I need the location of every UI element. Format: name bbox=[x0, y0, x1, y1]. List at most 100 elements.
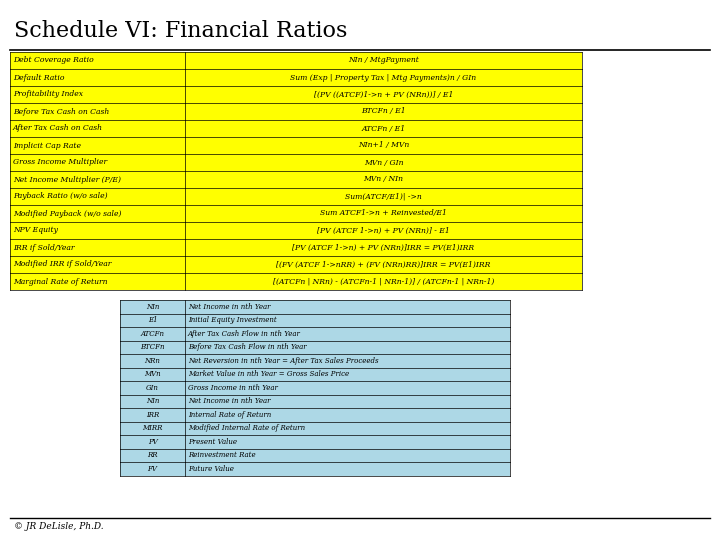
Text: Net Income in nth Year: Net Income in nth Year bbox=[188, 397, 271, 405]
Text: GIn: GIn bbox=[146, 384, 159, 392]
Text: MVn / NIn: MVn / NIn bbox=[364, 176, 403, 184]
Bar bbox=[185, 222, 582, 239]
Bar bbox=[10, 171, 185, 188]
Bar bbox=[10, 222, 185, 239]
Bar bbox=[185, 120, 582, 137]
Text: FV: FV bbox=[148, 465, 158, 472]
Bar bbox=[120, 462, 185, 476]
Bar bbox=[185, 354, 510, 368]
Text: Default Ratio: Default Ratio bbox=[13, 73, 65, 82]
Text: Internal Rate of Return: Internal Rate of Return bbox=[188, 411, 271, 418]
Bar bbox=[120, 435, 185, 449]
Bar bbox=[120, 368, 185, 381]
Bar bbox=[120, 449, 185, 462]
Bar bbox=[120, 341, 185, 354]
Bar bbox=[185, 103, 582, 120]
Text: Present Value: Present Value bbox=[188, 438, 237, 446]
Text: After Tax Cash Flow in nth Year: After Tax Cash Flow in nth Year bbox=[188, 330, 301, 338]
Text: Before Tax Cash on Cash: Before Tax Cash on Cash bbox=[13, 107, 109, 116]
Bar bbox=[185, 435, 510, 449]
Bar bbox=[185, 327, 510, 341]
Bar bbox=[120, 327, 185, 341]
Text: [(ATCFn | NRn) - (ATCFn-1 | NRn-1)] / (ATCFn-1 | NRn-1): [(ATCFn | NRn) - (ATCFn-1 | NRn-1)] / (A… bbox=[273, 278, 494, 286]
Text: NRn: NRn bbox=[145, 357, 161, 364]
Bar bbox=[10, 154, 185, 171]
Text: ATCFn / E1: ATCFn / E1 bbox=[361, 125, 405, 132]
Bar bbox=[10, 188, 185, 205]
Bar bbox=[185, 381, 510, 395]
Text: NIn+1 / MVn: NIn+1 / MVn bbox=[358, 141, 409, 150]
Text: Modified Internal Rate of Return: Modified Internal Rate of Return bbox=[188, 424, 305, 432]
Text: MIRR: MIRR bbox=[143, 424, 163, 432]
Text: Payback Ratio (w/o sale): Payback Ratio (w/o sale) bbox=[13, 192, 107, 200]
Text: MVn / GIn: MVn / GIn bbox=[364, 159, 403, 166]
Bar bbox=[185, 171, 582, 188]
Bar bbox=[185, 341, 510, 354]
Text: Debt Coverage Ratio: Debt Coverage Ratio bbox=[13, 57, 94, 64]
Text: Market Value in nth Year = Gross Sales Price: Market Value in nth Year = Gross Sales P… bbox=[188, 370, 349, 378]
Text: BTCFn: BTCFn bbox=[140, 343, 165, 351]
Text: Net Reversion in nth Year = After Tax Sales Proceeds: Net Reversion in nth Year = After Tax Sa… bbox=[188, 357, 379, 364]
Bar bbox=[10, 86, 185, 103]
Text: MVn: MVn bbox=[144, 370, 161, 378]
Bar bbox=[185, 368, 510, 381]
Bar bbox=[185, 449, 510, 462]
Bar bbox=[10, 52, 185, 69]
Text: IRR: IRR bbox=[146, 411, 159, 418]
Text: Gross Income Multiplier: Gross Income Multiplier bbox=[13, 159, 107, 166]
Text: Reinvestment Rate: Reinvestment Rate bbox=[188, 451, 256, 459]
Text: Before Tax Cash Flow in nth Year: Before Tax Cash Flow in nth Year bbox=[188, 343, 307, 351]
Bar bbox=[120, 408, 185, 422]
Bar bbox=[120, 354, 185, 368]
Bar bbox=[10, 120, 185, 137]
Bar bbox=[120, 395, 185, 408]
Text: Net Income Multiplier (P/E): Net Income Multiplier (P/E) bbox=[13, 176, 121, 184]
Text: [PV (ATCF 1->n) + PV (NRn)] - E1: [PV (ATCF 1->n) + PV (NRn)] - E1 bbox=[317, 226, 450, 234]
Text: Profitability Index: Profitability Index bbox=[13, 91, 83, 98]
Text: NIn / MtgPayment: NIn / MtgPayment bbox=[348, 57, 419, 64]
Bar bbox=[185, 273, 582, 290]
Text: Sum (Exp | Property Tax | Mtg Payments)n / GIn: Sum (Exp | Property Tax | Mtg Payments)n… bbox=[290, 73, 477, 82]
Text: BTCFn / E1: BTCFn / E1 bbox=[361, 107, 406, 116]
Text: [PV (ATCF 1->n) + PV (NRn)]IRR = PV(E1)IRR: [PV (ATCF 1->n) + PV (NRn)]IRR = PV(E1)I… bbox=[292, 244, 474, 252]
Bar bbox=[185, 52, 582, 69]
Bar bbox=[10, 103, 185, 120]
Bar bbox=[185, 137, 582, 154]
Bar bbox=[10, 137, 185, 154]
Text: Sum ATCF1->n + Reinvested/E1: Sum ATCF1->n + Reinvested/E1 bbox=[320, 210, 447, 218]
Bar bbox=[185, 69, 582, 86]
Text: IRR if Sold/Year: IRR if Sold/Year bbox=[13, 244, 74, 252]
Bar bbox=[185, 300, 510, 314]
Text: NIn: NIn bbox=[146, 303, 159, 310]
Bar bbox=[185, 395, 510, 408]
Text: Net Income in nth Year: Net Income in nth Year bbox=[188, 303, 271, 310]
Text: E1: E1 bbox=[148, 316, 157, 324]
Text: RR: RR bbox=[148, 451, 158, 459]
Text: [(FV (ATCF 1->nRR) + (FV (NRn)RR)]IRR = PV(E1)IRR: [(FV (ATCF 1->nRR) + (FV (NRn)RR)]IRR = … bbox=[276, 260, 491, 268]
Bar bbox=[185, 86, 582, 103]
Bar bbox=[185, 154, 582, 171]
Bar bbox=[10, 69, 185, 86]
Text: NPV Equity: NPV Equity bbox=[13, 226, 58, 234]
Bar bbox=[185, 408, 510, 422]
Text: NIn: NIn bbox=[146, 397, 159, 405]
Bar bbox=[10, 256, 185, 273]
Text: Marginal Rate of Return: Marginal Rate of Return bbox=[13, 278, 107, 286]
Bar bbox=[120, 314, 185, 327]
Bar bbox=[185, 422, 510, 435]
Text: © JR DeLisle, Ph.D.: © JR DeLisle, Ph.D. bbox=[14, 522, 104, 531]
Bar bbox=[185, 188, 582, 205]
Text: Future Value: Future Value bbox=[188, 465, 234, 472]
Text: Modified Payback (w/o sale): Modified Payback (w/o sale) bbox=[13, 210, 122, 218]
Text: [(PV ((ATCF)1->n + PV (NRn))] / E1: [(PV ((ATCF)1->n + PV (NRn))] / E1 bbox=[314, 91, 453, 98]
Text: PV: PV bbox=[148, 438, 158, 446]
Text: Sum(ATCF/E1)| ->n: Sum(ATCF/E1)| ->n bbox=[345, 192, 422, 200]
Bar bbox=[10, 205, 185, 222]
Bar bbox=[10, 273, 185, 290]
Text: Schedule VI: Financial Ratios: Schedule VI: Financial Ratios bbox=[14, 20, 347, 42]
Text: Gross Income in nth Year: Gross Income in nth Year bbox=[188, 384, 278, 392]
Bar bbox=[120, 422, 185, 435]
Text: Initial Equity Investment: Initial Equity Investment bbox=[188, 316, 276, 324]
Text: Modified IRR if Sold/Year: Modified IRR if Sold/Year bbox=[13, 260, 112, 268]
Bar bbox=[185, 205, 582, 222]
